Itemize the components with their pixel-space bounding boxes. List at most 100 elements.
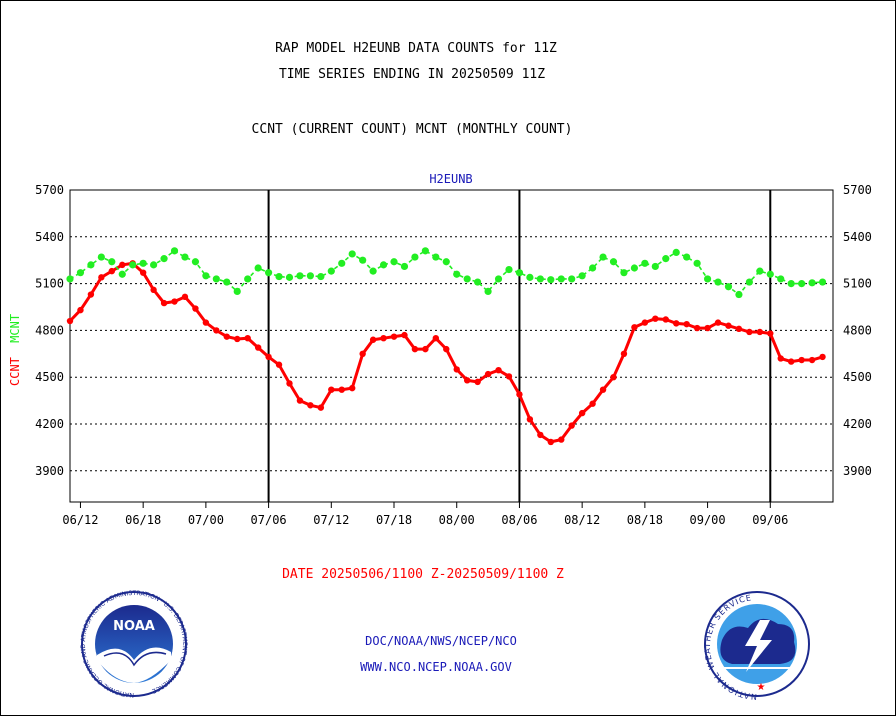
ccnt-series-point [328, 386, 335, 393]
mcnt-series-point [432, 253, 440, 261]
ccnt-series-point [171, 298, 178, 305]
panel-label: H2EUNB [429, 172, 472, 186]
x-tick-label: 08/06 [501, 513, 537, 527]
mcnt-series-point [327, 267, 335, 275]
mcnt-series-point [66, 275, 74, 283]
mcnt-series-point [683, 253, 691, 261]
y-tick-label-right: 5700 [843, 183, 872, 197]
y-tick-label-right: 5100 [843, 277, 872, 291]
ccnt-series-point [453, 366, 460, 373]
mcnt-series-point [87, 261, 95, 269]
plot-area: 3900 3900 4200 4200 4500 4500 4800 4800 5100 5100… [35, 183, 872, 527]
mcnt-series-point [463, 275, 471, 283]
ccnt-series-point [589, 400, 596, 407]
noaa-logo-icon: NATIONAL OCEANIC AND ATMOSPHERIC ADMINIS… [80, 590, 188, 698]
ccnt-series-point [119, 261, 126, 269]
mcnt-series-point [181, 253, 189, 261]
mcnt-series-point [212, 275, 220, 283]
ccnt-series-point [526, 416, 534, 423]
mcnt-series-point [264, 269, 273, 277]
mcnt-series-point [160, 255, 168, 263]
mcnt-series-point [442, 258, 450, 266]
x-tick-label: 07/12 [313, 513, 349, 527]
ccnt-series-point [254, 344, 262, 351]
ccnt-series-point [202, 319, 210, 326]
chart-subtitle: TIME SERIES ENDING IN 20250509 11Z [279, 67, 545, 82]
ccnt-series-point [704, 324, 711, 332]
mcnt-series-point [191, 258, 200, 266]
ccnt-series-point [756, 328, 764, 336]
ccnt-series-point [578, 409, 586, 417]
footer-org: DOC/NOAA/NWS/NCEP/NCO [365, 634, 517, 648]
mcnt-series-point [139, 259, 147, 267]
ccnt-series-point [735, 325, 743, 333]
ccnt-series-point [787, 358, 795, 365]
ccnt-series-point [359, 350, 366, 357]
ccnt-series-point [777, 355, 784, 362]
ccnt-series-point [66, 317, 74, 325]
y-tick-label-right: 3900 [843, 464, 872, 478]
y-tick-label-right: 4500 [843, 370, 872, 384]
ccnt-series-point [432, 335, 440, 342]
mcnt-series-point [536, 275, 544, 283]
x-tick-label: 07/18 [376, 513, 412, 527]
mcnt-series-point [745, 278, 753, 286]
y-tick-label-right: 4200 [843, 417, 872, 431]
ccnt-series-point [714, 319, 722, 326]
chart-title: RAP MODEL H2EUNB DATA COUNTS for 11Z [275, 41, 557, 56]
ccnt-series-point [296, 397, 304, 404]
x-tick-label: 07/06 [251, 513, 287, 527]
ccnt-series-point [631, 324, 638, 331]
ccnt-series-point [87, 291, 95, 298]
y-tick-label-left: 5400 [35, 230, 64, 244]
mcnt-series-point [693, 259, 701, 267]
series-description: CCNT (CURRENT COUNT) MCNT (MONTHLY COUNT… [252, 122, 573, 137]
ccnt-series-point [213, 327, 220, 334]
mcnt-series-point [547, 276, 555, 284]
x-tick-label: 09/00 [690, 513, 726, 527]
mcnt-series-point [578, 272, 586, 280]
mcnt-series-point [296, 272, 304, 280]
ccnt-series-point [192, 305, 199, 312]
mcnt-series-point [359, 256, 367, 264]
mcnt-series-point [703, 275, 712, 283]
mcnt-series-point [609, 258, 618, 266]
ccnt-series-point [369, 336, 377, 343]
mcnt-series-point [589, 264, 597, 272]
footer-url: WWW.NCO.NCEP.NOAA.GOV [360, 660, 512, 674]
ccnt-series-point [98, 274, 105, 281]
x-tick-label: 06/18 [125, 513, 161, 527]
mcnt-series-point [244, 275, 252, 283]
ccnt-series-point [150, 286, 157, 294]
mcnt-series-point [787, 280, 795, 288]
mcnt-series-point [411, 253, 419, 261]
ccnt-series-point [725, 322, 732, 329]
mcnt-series-point [275, 272, 283, 281]
ccnt-series-point [662, 316, 669, 323]
mcnt-series-point [808, 279, 816, 287]
plot-frame [69, 189, 834, 503]
mcnt-series-point [129, 261, 137, 269]
mcnt-series-point [338, 259, 346, 267]
ccnt-series-point [495, 366, 502, 374]
mcnt-series-point [484, 287, 492, 295]
noaa-logo-text: NOAA [113, 619, 155, 634]
mcnt-series-point [818, 278, 827, 286]
mcnt-series-point [641, 259, 649, 267]
y-tick-label-left: 3900 [35, 464, 64, 478]
mcnt-series-point [735, 290, 743, 299]
mcnt-series-point [672, 248, 680, 256]
mcnt-series-point [150, 261, 158, 269]
ccnt-series-point [234, 335, 241, 343]
ccnt-series-point [443, 345, 450, 353]
mcnt-series-point [285, 273, 294, 281]
ccnt-series-point [641, 319, 649, 326]
y-tick-label-left: 4200 [35, 417, 64, 431]
ccnt-series-point [610, 374, 617, 381]
date-range-label: DATE 20250506/1100 Z-20250509/1100 Z [282, 567, 564, 582]
ccnt-series-point [401, 331, 408, 339]
mcnt-series-point [515, 269, 524, 277]
ccnt-series-point [537, 431, 544, 439]
ccnt-series-point [349, 384, 356, 392]
